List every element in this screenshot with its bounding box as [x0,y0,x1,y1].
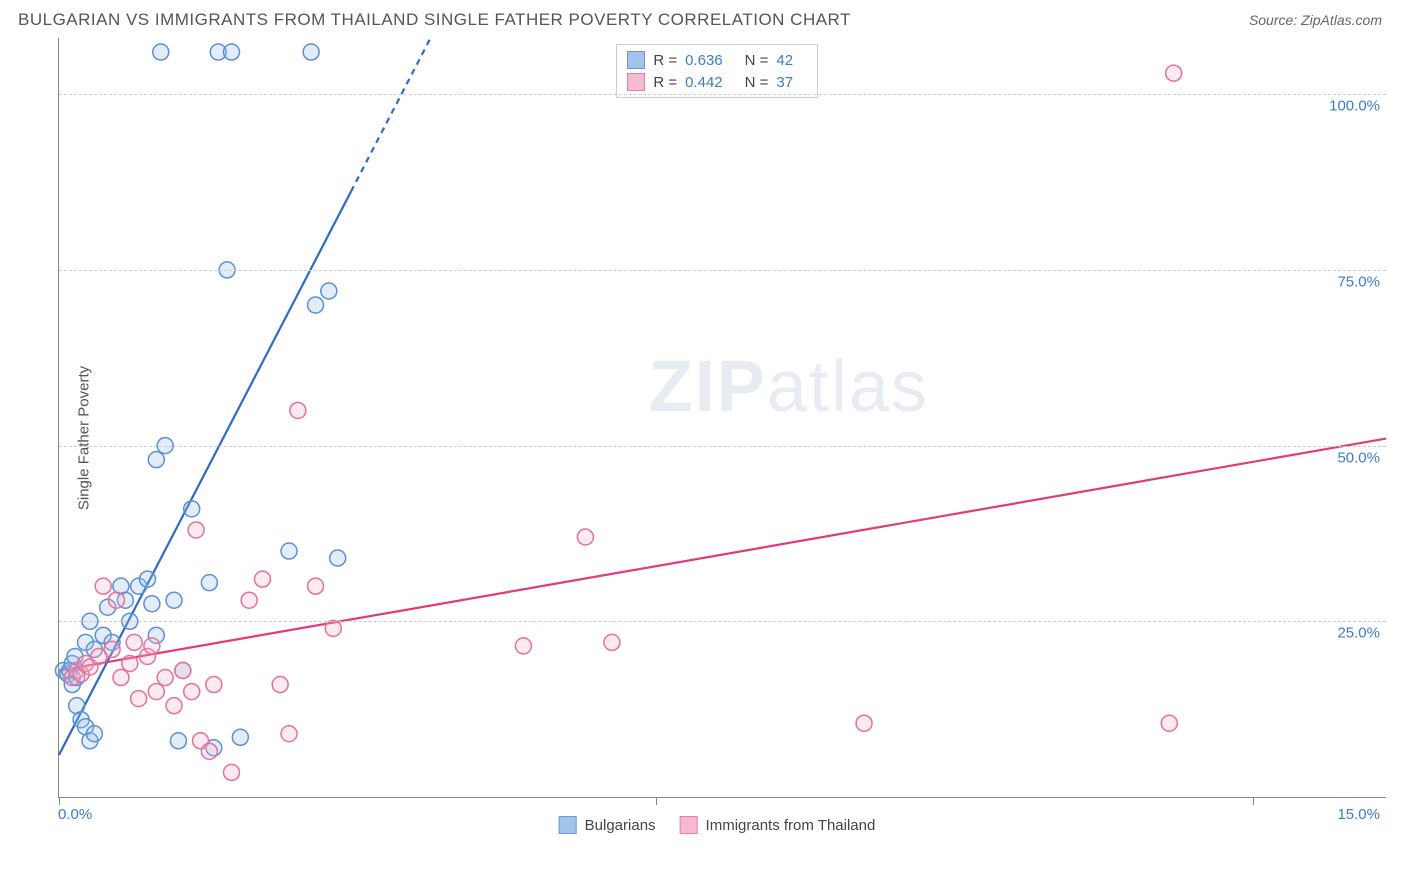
stat-n-label: N = [745,74,769,91]
stat-legend-row: R = 0.442 N = 37 [627,71,807,93]
chart-title: BULGARIAN VS IMMIGRANTS FROM THAILAND SI… [18,10,851,30]
stat-r-value: 0.636 [685,52,723,69]
series-legend: Bulgarians Immigrants from Thailand [559,816,876,834]
stat-r-label: R = [653,52,677,69]
y-tick-label: 25.0% [1337,625,1380,642]
gridline [59,94,1386,95]
source-attribution: Source: ZipAtlas.com [1249,12,1382,28]
stat-n-value: 42 [776,52,793,69]
stat-legend-box: R = 0.636 N = 42 R = 0.442 N = 37 [616,44,818,98]
gridline [59,446,1386,447]
stat-legend-row: R = 0.636 N = 42 [627,49,807,71]
stat-n-label: N = [745,52,769,69]
stat-r-label: R = [653,74,677,91]
legend-swatch [627,73,645,91]
stat-n-value: 37 [776,74,793,91]
legend-swatch [559,816,577,834]
x-max-label: 15.0% [1337,806,1380,823]
x-tick [59,797,60,805]
x-min-label: 0.0% [58,806,92,823]
x-tick [1253,797,1254,805]
source-label: Source: [1249,12,1297,28]
legend-label: Immigrants from Thailand [706,817,876,834]
gridline [59,621,1386,622]
plot-svg [59,38,1386,797]
y-tick-label: 75.0% [1337,273,1380,290]
chart-container: Single Father Poverty ZIPatlas R = 0.636… [48,38,1386,838]
legend-swatch [680,816,698,834]
stat-r-value: 0.442 [685,74,723,91]
gridline [59,270,1386,271]
y-tick-label: 50.0% [1337,449,1380,466]
legend-label: Bulgarians [585,817,656,834]
x-tick [656,797,657,805]
y-tick-label: 100.0% [1329,98,1380,115]
legend-swatch [627,51,645,69]
plot-area: ZIPatlas R = 0.636 N = 42 R = 0.442 N = … [58,38,1386,798]
source-link[interactable]: ZipAtlas.com [1301,12,1382,28]
legend-item: Bulgarians [559,816,656,834]
legend-item: Immigrants from Thailand [680,816,876,834]
